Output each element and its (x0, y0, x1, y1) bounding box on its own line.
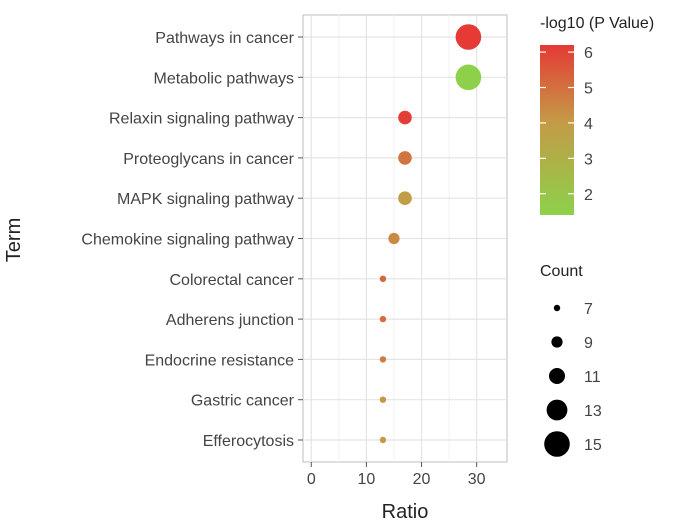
data-point (379, 275, 387, 282)
x-tick-label: 30 (468, 471, 486, 488)
size-legend: 7 9 11 13 15 (544, 301, 602, 457)
y-tick-label: Colorectal cancer (170, 272, 295, 289)
color-legend-tick-label: 5 (584, 81, 593, 98)
y-tick-label: Adherens junction (166, 312, 294, 329)
color-legend-tick-label: 2 (584, 187, 593, 204)
x-axis-title: Ratio (382, 501, 429, 523)
color-legend-ticks: 2 3 4 5 6 (540, 45, 593, 204)
size-legend-dot (546, 399, 568, 421)
data-point (379, 315, 387, 323)
data-point (455, 24, 482, 50)
size-legend-label: 9 (584, 335, 593, 352)
y-tick-label: Gastric cancer (191, 393, 295, 410)
y-tick-label: Efferocytosis (203, 433, 294, 450)
data-point (388, 232, 400, 245)
size-legend-dot (544, 431, 570, 457)
size-legend-dot (549, 368, 565, 384)
data-point (379, 436, 387, 444)
y-tick-label: Relaxin signaling pathway (109, 111, 294, 128)
color-legend-tick-label: 4 (584, 116, 593, 133)
size-legend-label: 11 (584, 369, 601, 386)
data-point (398, 110, 412, 125)
color-legend-title: -log10 (P Value) (540, 15, 654, 32)
y-tick-label: Chemokine signaling pathway (81, 232, 294, 249)
color-legend-tick-label: 6 (584, 45, 593, 62)
x-axis: 0 10 20 30 (307, 462, 486, 488)
data-point (398, 151, 412, 165)
data-point (398, 191, 412, 205)
x-tick-label: 20 (413, 471, 431, 488)
y-tick-label: Pathways in cancer (155, 30, 294, 47)
size-legend-dot (553, 304, 561, 312)
y-axis: Pathways in cancer Metabolic pathways Rela… (81, 30, 303, 450)
y-tick-label: Metabolic pathways (153, 70, 294, 87)
y-tick-label: Endocrine resistance (145, 352, 295, 369)
color-legend-bar (540, 45, 574, 215)
x-tick-label: 0 (307, 471, 316, 488)
size-legend-title: Count (540, 263, 583, 280)
data-point (379, 396, 387, 403)
size-legend-label: 13 (584, 403, 602, 420)
y-tick-label: Proteoglycans in cancer (123, 151, 294, 168)
data-point (455, 64, 482, 91)
y-axis-title: Term (3, 218, 25, 262)
color-legend-tick-label: 3 (584, 151, 593, 168)
data-points (379, 24, 482, 444)
size-legend-label: 15 (584, 437, 602, 454)
y-tick-label: MAPK signaling pathway (117, 191, 294, 208)
size-legend-label: 7 (584, 301, 593, 318)
x-tick-label: 10 (358, 471, 376, 488)
data-point (379, 356, 387, 363)
size-legend-dot (551, 336, 563, 348)
